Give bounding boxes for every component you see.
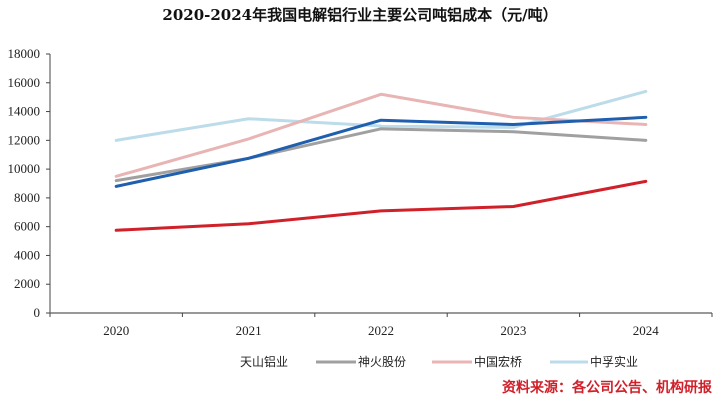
legend-label: 神火股份 <box>358 355 406 369</box>
x-tick-label: 2024 <box>633 323 660 338</box>
y-tick-label: 14000 <box>8 104 41 119</box>
y-tick-label: 4000 <box>14 247 40 262</box>
y-tick-label: 0 <box>34 305 41 320</box>
x-tick-label: 2022 <box>368 323 394 338</box>
y-tick-label: 6000 <box>14 219 40 234</box>
y-tick-label: 8000 <box>14 190 40 205</box>
axes: 0 2000 4000 6000 8000 10000 12000 14000 16000 180… <box>8 46 713 338</box>
y-tick-label: 16000 <box>8 75 41 90</box>
y-tick-label: 10000 <box>8 161 41 176</box>
legend-label: 天山铝业 <box>240 354 288 369</box>
y-tick-label: 2000 <box>14 276 40 291</box>
series-line-中孚实业 <box>114 89 648 142</box>
x-tick-label: 2021 <box>236 323 262 338</box>
y-tick-label: 12000 <box>8 132 41 147</box>
source-note: 资料来源：各公司公告、机构研报 <box>502 379 712 396</box>
legend-label: 中孚实业 <box>590 354 638 369</box>
legend: 天山铝业 神火股份 中国宏桥 中孚实业 <box>85 354 638 369</box>
series-lines <box>114 89 648 232</box>
series-line-red <box>114 179 648 232</box>
chart-title: 2020-2024年我国电解铝行业主要公司吨铝成本（元/吨） <box>162 6 557 24</box>
x-tick-label: 2020 <box>103 323 129 338</box>
y-tick-label: 18000 <box>8 46 41 61</box>
legend-label: 中国宏桥 <box>474 354 522 369</box>
x-tick-label: 2023 <box>500 323 526 338</box>
